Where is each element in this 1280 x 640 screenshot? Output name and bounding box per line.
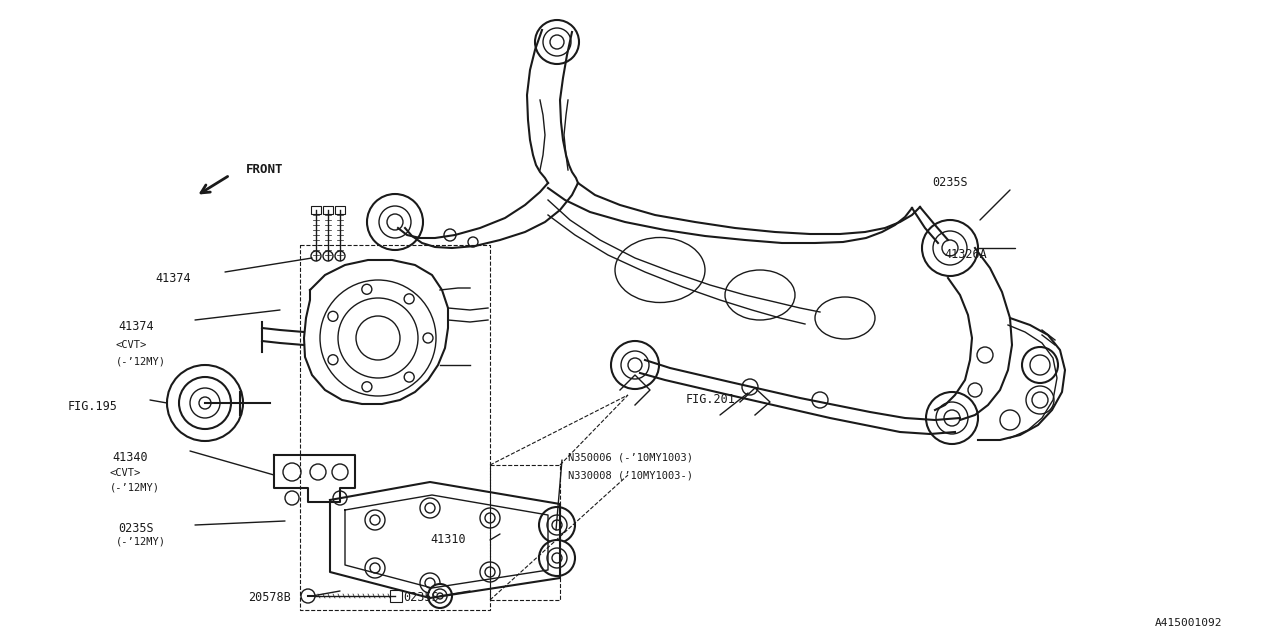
- Circle shape: [942, 240, 957, 256]
- Bar: [311, 206, 321, 214]
- Circle shape: [387, 214, 403, 230]
- Circle shape: [485, 567, 495, 577]
- Text: 41374: 41374: [155, 272, 191, 285]
- Circle shape: [335, 251, 346, 261]
- Bar: [323, 206, 333, 214]
- Circle shape: [444, 229, 456, 241]
- Circle shape: [285, 491, 300, 505]
- Circle shape: [1032, 392, 1048, 408]
- Text: FIG.201: FIG.201: [686, 393, 736, 406]
- Circle shape: [333, 491, 347, 505]
- Bar: [335, 206, 346, 214]
- Circle shape: [485, 513, 495, 523]
- Circle shape: [310, 464, 326, 480]
- Circle shape: [332, 464, 348, 480]
- Circle shape: [379, 206, 411, 238]
- Circle shape: [1021, 347, 1059, 383]
- Circle shape: [552, 553, 562, 563]
- Text: N330008 (’10MY1003-): N330008 (’10MY1003-): [568, 470, 692, 480]
- Circle shape: [425, 578, 435, 588]
- Circle shape: [323, 251, 333, 261]
- Circle shape: [425, 503, 435, 513]
- Circle shape: [977, 347, 993, 363]
- Circle shape: [311, 251, 321, 261]
- Circle shape: [428, 584, 452, 608]
- Circle shape: [420, 498, 440, 518]
- Text: <CVT>: <CVT>: [116, 340, 147, 350]
- Circle shape: [933, 231, 966, 265]
- Circle shape: [480, 562, 500, 582]
- Circle shape: [367, 194, 422, 250]
- Text: 0235S: 0235S: [403, 591, 439, 604]
- Circle shape: [328, 311, 338, 321]
- Circle shape: [362, 284, 371, 294]
- Circle shape: [945, 410, 960, 426]
- Circle shape: [1027, 386, 1053, 414]
- Circle shape: [320, 280, 436, 396]
- Text: 0235S: 0235S: [118, 522, 154, 535]
- Text: FIG.195: FIG.195: [68, 400, 118, 413]
- Circle shape: [552, 520, 562, 530]
- Circle shape: [436, 593, 443, 599]
- Text: 41374: 41374: [118, 320, 154, 333]
- Text: 41326A: 41326A: [945, 248, 987, 261]
- Circle shape: [189, 388, 220, 418]
- Circle shape: [543, 28, 571, 56]
- Circle shape: [812, 392, 828, 408]
- Circle shape: [404, 294, 415, 304]
- Circle shape: [356, 316, 399, 360]
- Circle shape: [422, 333, 433, 343]
- Text: (-’12MY): (-’12MY): [116, 537, 166, 547]
- Circle shape: [621, 351, 649, 379]
- Circle shape: [1030, 355, 1050, 375]
- Text: N350006 (-’10MY1003): N350006 (-’10MY1003): [568, 453, 692, 463]
- Circle shape: [968, 383, 982, 397]
- Circle shape: [547, 548, 567, 568]
- Circle shape: [925, 392, 978, 444]
- Circle shape: [1000, 410, 1020, 430]
- Circle shape: [328, 355, 338, 365]
- Circle shape: [480, 508, 500, 528]
- Circle shape: [433, 589, 447, 603]
- Text: 20578B: 20578B: [248, 591, 291, 604]
- Circle shape: [611, 341, 659, 389]
- Text: FRONT: FRONT: [246, 163, 283, 176]
- Circle shape: [338, 298, 419, 378]
- Circle shape: [550, 35, 564, 49]
- Circle shape: [539, 507, 575, 543]
- Circle shape: [179, 377, 230, 429]
- Circle shape: [301, 589, 315, 603]
- Circle shape: [547, 515, 567, 535]
- Bar: [390, 590, 402, 602]
- Text: (-’12MY): (-’12MY): [116, 356, 166, 366]
- Text: (-’12MY): (-’12MY): [110, 483, 160, 493]
- Circle shape: [922, 220, 978, 276]
- Circle shape: [404, 372, 415, 382]
- Text: <CVT>: <CVT>: [110, 468, 141, 478]
- Circle shape: [166, 365, 243, 441]
- Circle shape: [370, 563, 380, 573]
- Circle shape: [370, 515, 380, 525]
- Text: 41310: 41310: [430, 533, 466, 546]
- Circle shape: [628, 358, 643, 372]
- Circle shape: [535, 20, 579, 64]
- Circle shape: [198, 397, 211, 409]
- Circle shape: [468, 237, 477, 247]
- Circle shape: [936, 402, 968, 434]
- Text: A415001092: A415001092: [1155, 618, 1222, 628]
- Circle shape: [365, 510, 385, 530]
- Circle shape: [362, 381, 372, 392]
- Circle shape: [539, 540, 575, 576]
- Circle shape: [742, 379, 758, 395]
- Text: 0235S: 0235S: [932, 176, 968, 189]
- Circle shape: [365, 558, 385, 578]
- Circle shape: [283, 463, 301, 481]
- Text: 41340: 41340: [113, 451, 147, 464]
- Circle shape: [420, 573, 440, 593]
